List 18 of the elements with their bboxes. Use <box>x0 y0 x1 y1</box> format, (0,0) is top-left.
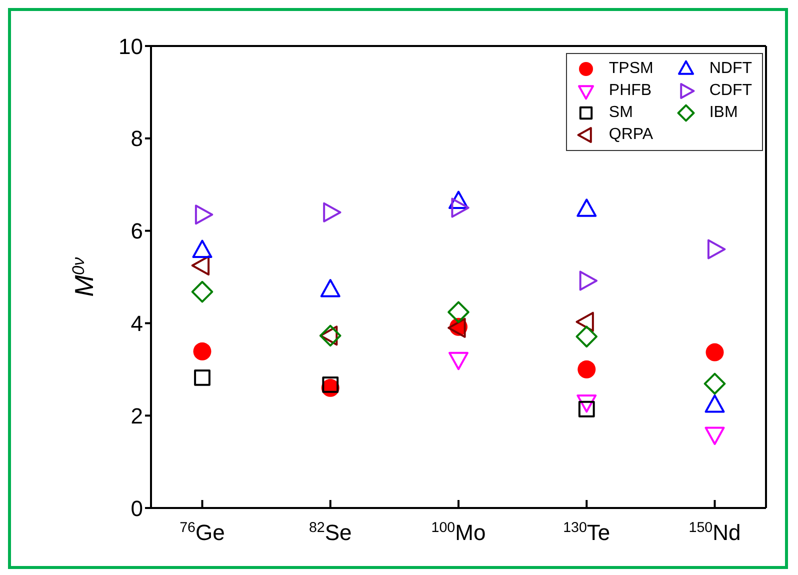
y-tick-label: 0 <box>130 496 143 521</box>
x-tick-label: $^{100}$Mo <box>431 520 486 545</box>
y-tick-label: 8 <box>130 126 143 152</box>
legend-label: NDFT <box>709 60 752 78</box>
x-tick-label: $^{76}$Ge <box>180 520 225 545</box>
y-tick-label: 6 <box>130 218 143 244</box>
legend-label: IBM <box>709 104 738 122</box>
y-tick-label: 2 <box>130 403 143 428</box>
legend-label: PHFB <box>608 82 652 100</box>
legend-label: QRPA <box>608 126 654 144</box>
legend-label: SM <box>608 104 633 122</box>
x-tick-label: $^{82}$Se <box>308 520 352 545</box>
y-tick-label: 10 <box>118 34 143 59</box>
x-tick-label: $^{130}$Te <box>563 520 610 545</box>
legend-label: TPSM <box>608 60 654 78</box>
y-tick-label: 4 <box>130 311 143 336</box>
legend-label: CDFT <box>709 82 752 100</box>
x-tick-label: $^{150}$Nd <box>688 520 741 545</box>
